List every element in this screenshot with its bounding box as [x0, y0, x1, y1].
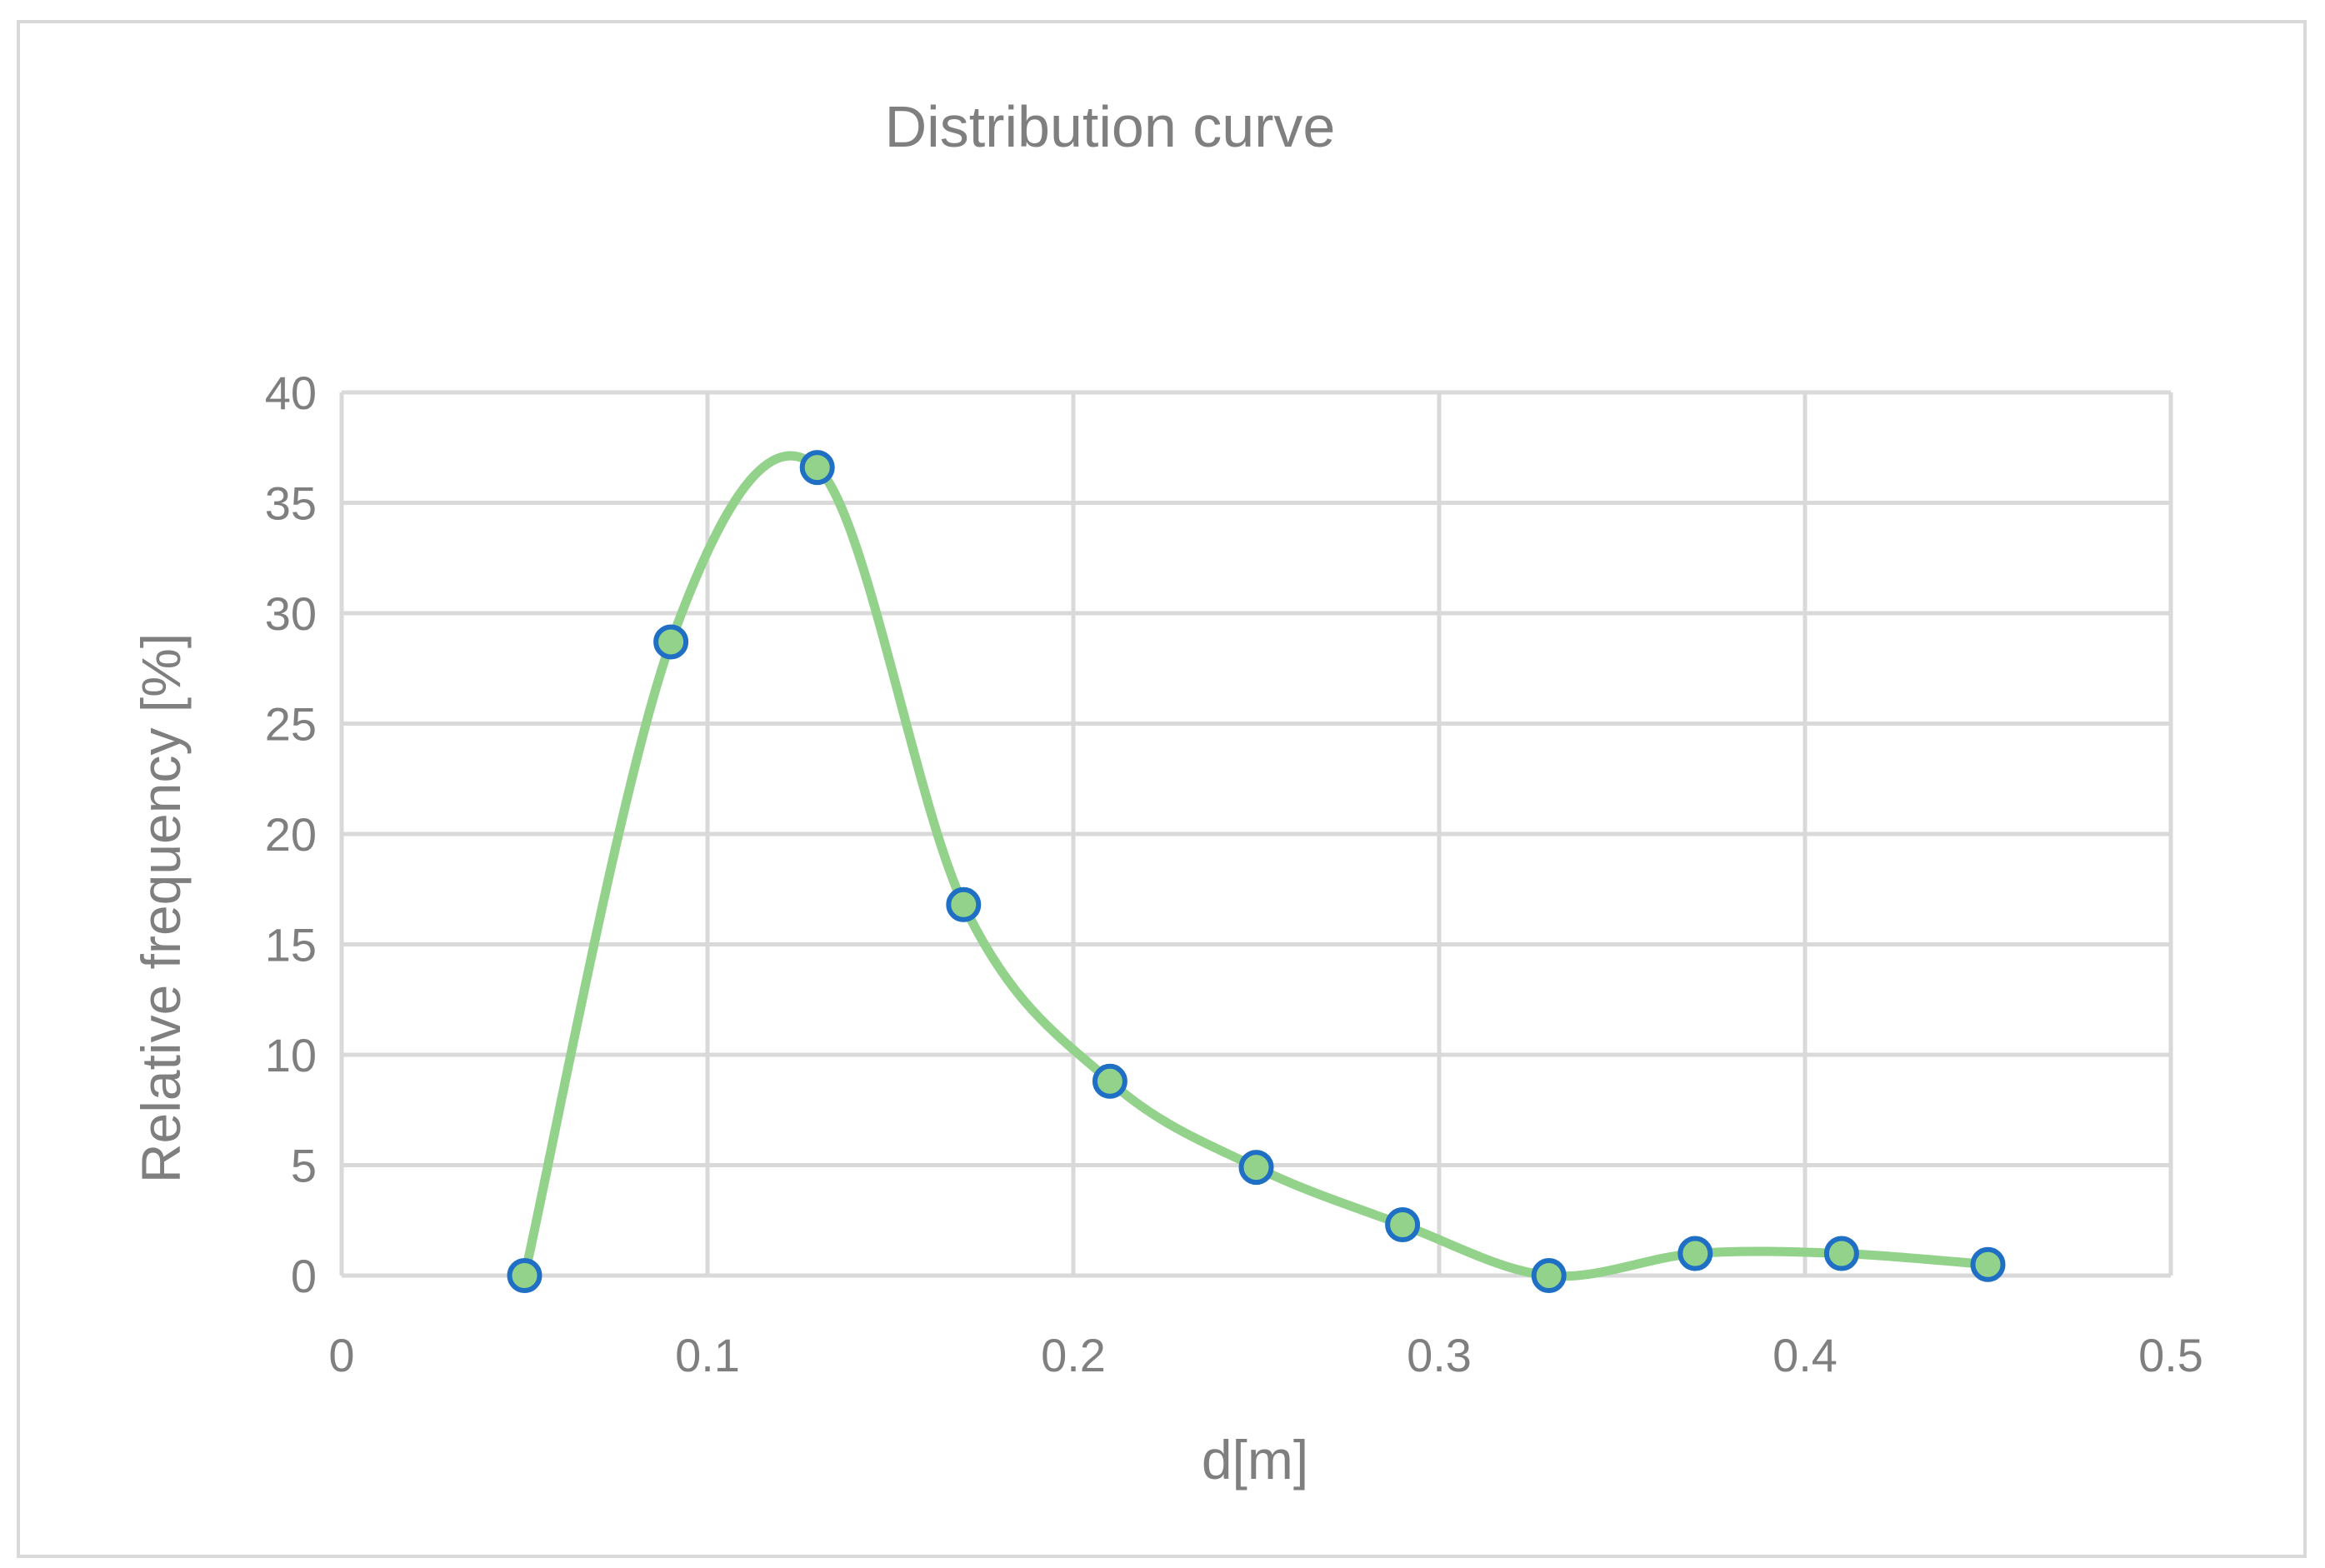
- y-tick-label: 5: [291, 1140, 317, 1192]
- data-point: [1823, 1236, 1859, 1271]
- y-tick-label: 40: [265, 367, 317, 419]
- data-point: [1385, 1207, 1421, 1243]
- data-point: [1092, 1063, 1128, 1099]
- x-tick-label: 0.1: [675, 1329, 740, 1381]
- tick-label-layer: 0 5 10 15 20 25 30 35 40 0 0.1 0.2 0.3 0.4 0.5: [265, 367, 2203, 1381]
- y-tick-label: 10: [265, 1029, 317, 1081]
- y-tick-label: 35: [265, 477, 317, 530]
- x-tick-label: 0.3: [1407, 1329, 1472, 1381]
- chart-frame: [17, 20, 2307, 1558]
- x-tick-label: 0: [328, 1329, 354, 1381]
- data-point: [653, 624, 689, 660]
- data-point: [1970, 1246, 2006, 1282]
- x-tick-label: 0.4: [1772, 1329, 1838, 1381]
- x-tick-label: 0.5: [2138, 1329, 2203, 1381]
- y-tick-label: 15: [265, 919, 317, 971]
- data-point: [1531, 1258, 1567, 1293]
- data-point: [946, 886, 982, 922]
- x-tick-label: 0.2: [1041, 1329, 1106, 1381]
- x-axis-title: d[m]: [1202, 1429, 1308, 1491]
- y-tick-label: 25: [265, 698, 317, 751]
- y-tick-label: 0: [291, 1250, 317, 1302]
- y-tick-label: 20: [265, 808, 317, 861]
- data-point: [507, 1258, 542, 1293]
- y-axis-title: Relative frequency [%]: [130, 633, 192, 1183]
- data-point: [799, 450, 835, 486]
- data-point: [1238, 1150, 1274, 1186]
- chart-title: Distribution curve: [885, 94, 1336, 159]
- y-tick-label: 30: [265, 587, 317, 640]
- data-point: [1678, 1236, 1713, 1271]
- grid-layer: [339, 390, 2173, 1278]
- series-marker-layer: [507, 450, 2006, 1293]
